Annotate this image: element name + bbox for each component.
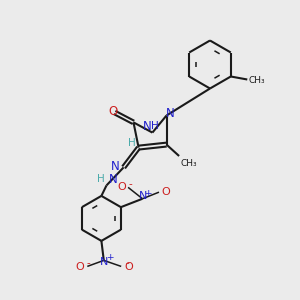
Text: O: O xyxy=(161,187,170,196)
Text: CH₃: CH₃ xyxy=(249,76,266,85)
Text: H: H xyxy=(151,121,159,131)
Text: -: - xyxy=(87,258,91,268)
Text: CH₃: CH₃ xyxy=(180,159,197,168)
Text: N: N xyxy=(100,257,109,267)
Text: O: O xyxy=(124,262,133,272)
Text: O: O xyxy=(76,262,84,272)
Text: N: N xyxy=(139,191,147,201)
Text: O: O xyxy=(117,182,126,192)
Text: N: N xyxy=(109,173,117,186)
Text: N: N xyxy=(142,119,152,133)
Text: -: - xyxy=(126,258,130,268)
Text: +: + xyxy=(144,189,152,198)
Text: O: O xyxy=(109,105,118,119)
Text: +: + xyxy=(106,254,114,262)
Text: -: - xyxy=(129,179,132,189)
Text: N: N xyxy=(111,160,119,173)
Text: N: N xyxy=(166,107,175,120)
Text: H: H xyxy=(128,138,136,148)
Text: H: H xyxy=(97,174,105,184)
